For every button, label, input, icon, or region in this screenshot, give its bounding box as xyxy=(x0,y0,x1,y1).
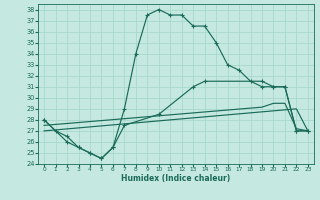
X-axis label: Humidex (Indice chaleur): Humidex (Indice chaleur) xyxy=(121,174,231,183)
